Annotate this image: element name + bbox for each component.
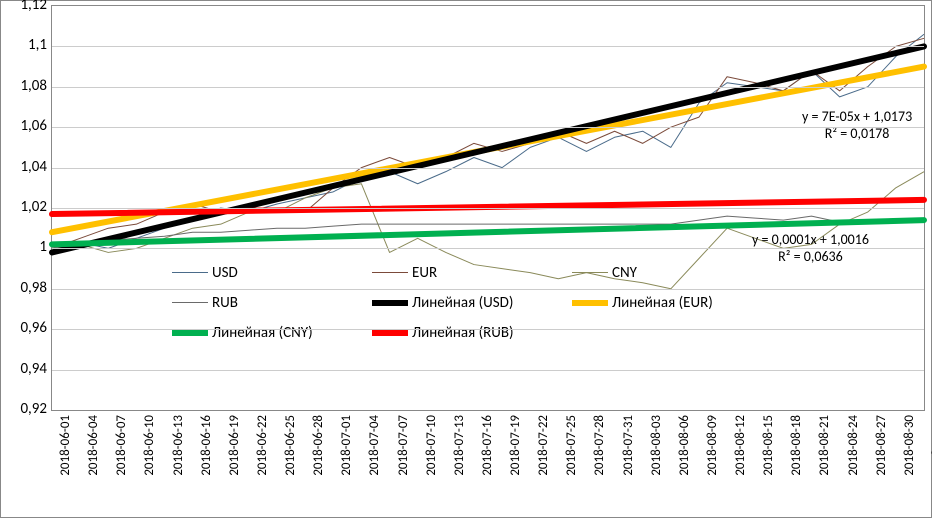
- xtick-label: 2018-08-27: [874, 415, 889, 476]
- xtick-label: 2018-06-16: [199, 415, 214, 476]
- xtick-label: 2018-07-31: [621, 415, 636, 476]
- legend-label: RUB: [212, 294, 238, 312]
- legend-item: Линейная (USD): [372, 294, 532, 312]
- ytick-label: 0,94: [3, 360, 47, 378]
- xtick-label: 2018-08-18: [789, 415, 804, 476]
- legend-label: Линейная (RUB): [412, 324, 514, 342]
- ytick-label: 0,92: [3, 400, 47, 418]
- gridline: [52, 289, 924, 290]
- ytick-label: 1,06: [3, 117, 47, 135]
- xtick-label: 2018-07-10: [424, 415, 439, 476]
- xtick-label: 2018-06-01: [58, 415, 73, 476]
- xtick-label: 2018-07-22: [536, 415, 551, 476]
- legend-label: Линейная (USD): [412, 294, 513, 312]
- xtick-label: 2018-07-07: [396, 415, 411, 476]
- legend-swatch-line: [172, 302, 208, 304]
- legend-row: USD EUR CNY: [172, 264, 892, 282]
- legend-label: Линейная (EUR): [612, 294, 713, 312]
- legend-label: Линейная (CNY): [212, 324, 313, 342]
- xtick-label: 2018-06-19: [227, 415, 242, 476]
- legend-row: Линейная (CNY) Линейная (RUB): [172, 324, 892, 342]
- legend: USD EUR CNY RUB Линейная (USD) Линейная (EUR)…: [172, 264, 892, 354]
- xtick-label: 2018-06-28: [311, 415, 326, 476]
- xtick-label: 2018-08-12: [733, 415, 748, 476]
- xtick-label: 2018-07-13: [452, 415, 467, 476]
- legend-swatch-line: [572, 272, 608, 274]
- gridline: [52, 370, 924, 371]
- legend-item: CNY: [572, 264, 732, 282]
- gridline: [52, 208, 924, 209]
- xtick-label: 2018-08-06: [677, 415, 692, 476]
- legend-swatch-line: [172, 272, 208, 274]
- legend-label: CNY: [612, 264, 637, 282]
- gridline: [52, 248, 924, 249]
- xtick-label: 2018-06-10: [142, 415, 157, 476]
- legend-item: Линейная (RUB): [372, 324, 532, 342]
- legend-item: EUR: [372, 264, 532, 282]
- xtick-label: 2018-06-25: [283, 415, 298, 476]
- xtick-label: 2018-06-13: [171, 415, 186, 476]
- xtick-label: 2018-08-15: [761, 415, 776, 476]
- legend-swatch-thick: [572, 300, 608, 306]
- legend-item: USD: [172, 264, 332, 282]
- legend-swatch-thick: [172, 330, 208, 336]
- xtick-label: 2018-08-21: [817, 415, 832, 476]
- ytick-label: 0,98: [3, 279, 47, 297]
- gridline: [52, 329, 924, 330]
- xtick-label: 2018-06-04: [86, 415, 101, 476]
- xtick-label: 2018-07-04: [367, 415, 382, 476]
- chart-container: USD EUR CNY RUB Линейная (USD) Линейная (EUR)…: [0, 0, 932, 518]
- xtick-label: 2018-07-19: [508, 415, 523, 476]
- ytick-label: 0,96: [3, 319, 47, 337]
- xtick-label: 2018-08-30: [902, 415, 917, 476]
- xtick-label: 2018-07-28: [592, 415, 607, 476]
- plot-area: USD EUR CNY RUB Линейная (USD) Линейная (EUR)…: [51, 5, 925, 411]
- xtick-label: 2018-06-22: [255, 415, 270, 476]
- xtick-label: 2018-07-25: [564, 415, 579, 476]
- gridline: [52, 168, 924, 169]
- gridline: [52, 46, 924, 47]
- legend-row: RUB Линейная (USD) Линейная (EUR): [172, 294, 892, 312]
- xtick-label: 2018-08-09: [705, 415, 720, 476]
- ytick-label: 1: [3, 238, 47, 256]
- gridline: [52, 127, 924, 128]
- ytick-label: 1,02: [3, 198, 47, 216]
- xtick-label: 2018-07-01: [339, 415, 354, 476]
- legend-label: USD: [212, 264, 238, 282]
- gridline: [52, 87, 924, 88]
- legend-swatch-thick: [372, 300, 408, 306]
- legend-label: EUR: [412, 264, 437, 282]
- trend-equation: y = 7E-05x + 1,0173R² = 0,0178: [802, 108, 912, 142]
- legend-swatch-thick: [372, 330, 408, 336]
- xtick-label: 2018-07-16: [480, 415, 495, 476]
- legend-item: Линейная (CNY): [172, 324, 332, 342]
- xtick-label: 2018-08-24: [846, 415, 861, 476]
- legend-item: RUB: [172, 294, 332, 312]
- xtick-label: 2018-08-03: [649, 415, 664, 476]
- ytick-label: 1,12: [3, 0, 47, 14]
- legend-swatch-line: [372, 272, 408, 274]
- legend-item: Линейная (EUR): [572, 294, 732, 312]
- ytick-label: 1,08: [3, 77, 47, 95]
- ytick-label: 1,04: [3, 158, 47, 176]
- ytick-label: 1,1: [3, 36, 47, 54]
- xtick-label: 2018-06-07: [114, 415, 129, 476]
